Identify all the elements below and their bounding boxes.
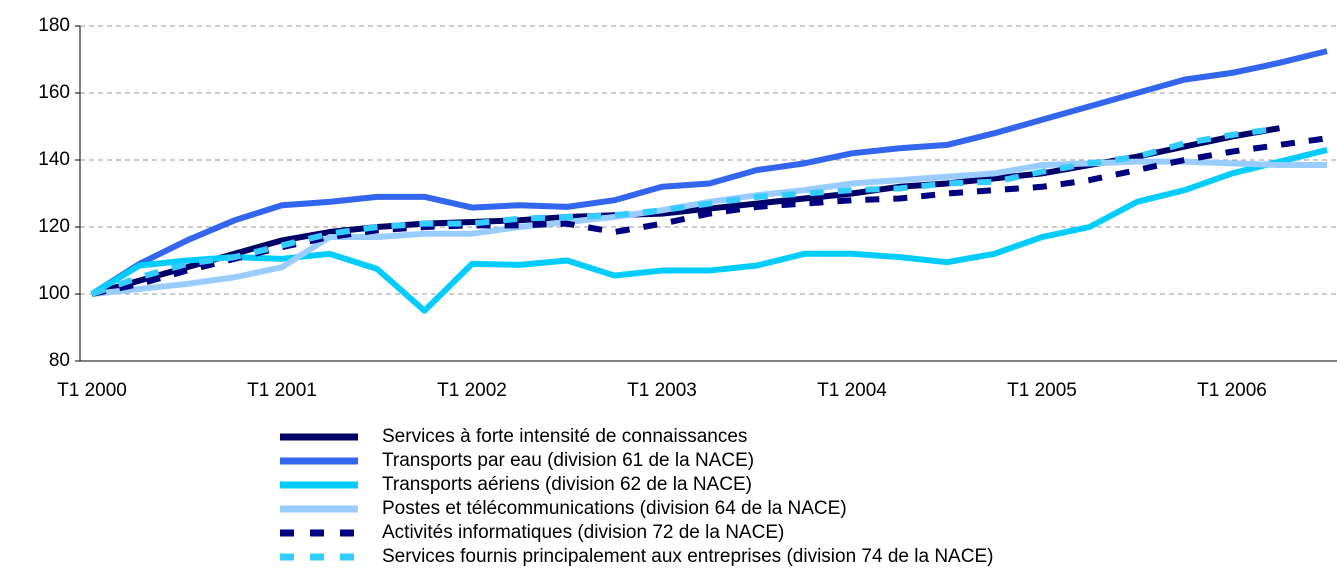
legend-label: Activités informatiques (division 72 de … — [382, 522, 784, 543]
series-line — [90, 147, 1328, 314]
x-tick-label: T1 2004 — [817, 380, 887, 401]
series-line — [90, 48, 1328, 297]
x-tick-label: T1 2003 — [627, 380, 697, 401]
x-tick-label: T1 2005 — [1007, 380, 1077, 401]
legend-label: Transports aériens (division 62 de la NA… — [382, 474, 752, 495]
y-tick-label: 80 — [49, 350, 70, 371]
legend-label: Transports par eau (division 61 de la NA… — [382, 450, 754, 471]
x-tick-label: T1 2006 — [1197, 380, 1267, 401]
y-tick-label: 140 — [38, 149, 70, 170]
x-tick-label: T1 2001 — [247, 380, 317, 401]
y-tick-label: 100 — [38, 283, 70, 304]
y-tick-label: 160 — [38, 82, 70, 103]
series-line — [91, 135, 1328, 297]
legend-label: Postes et télécommunications (division 6… — [382, 498, 847, 519]
y-tick-label: 120 — [38, 216, 70, 237]
y-tick-label: 180 — [38, 15, 70, 36]
x-tick-label: T1 2002 — [437, 380, 507, 401]
x-tick-label: T1 2000 — [57, 380, 127, 401]
legend-label: Services à forte intensité de connaissan… — [382, 426, 747, 447]
series-line — [91, 125, 1280, 297]
legend-label: Services fournis principalement aux entr… — [382, 546, 993, 567]
